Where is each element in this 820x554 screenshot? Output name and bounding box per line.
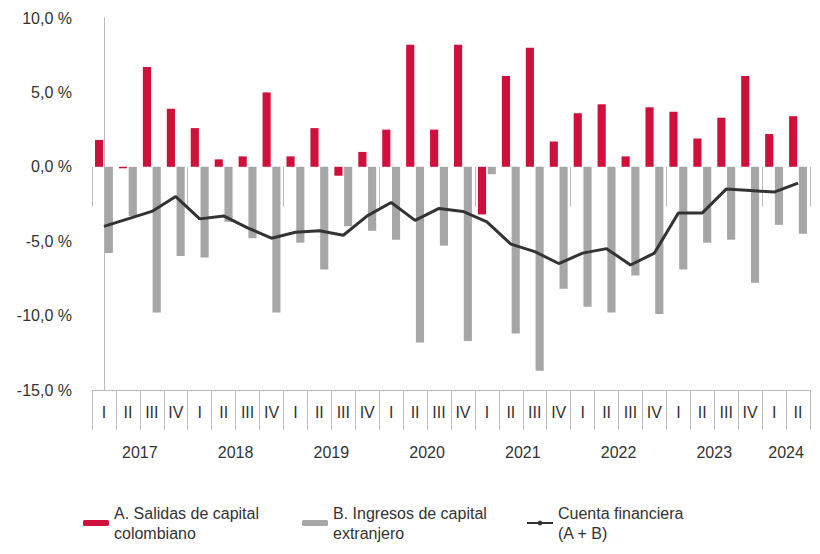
svg-text:I: I xyxy=(197,404,201,421)
svg-text:2019: 2019 xyxy=(314,444,350,461)
svg-text:2017: 2017 xyxy=(122,444,158,461)
svg-text:IV: IV xyxy=(168,404,183,421)
svg-text:IV: IV xyxy=(360,404,375,421)
svg-text:III: III xyxy=(720,404,733,421)
svg-text:2020: 2020 xyxy=(409,444,445,461)
svg-text:I: I xyxy=(293,404,297,421)
svg-text:IV: IV xyxy=(264,404,279,421)
svg-text:I: I xyxy=(485,404,489,421)
svg-text:5,0 %: 5,0 % xyxy=(31,84,72,101)
svg-text:2022: 2022 xyxy=(601,444,637,461)
svg-text:III: III xyxy=(145,404,158,421)
svg-text:0,0 %: 0,0 % xyxy=(31,158,72,175)
svg-text:II: II xyxy=(411,404,420,421)
svg-text:-10,0 %: -10,0 % xyxy=(17,307,72,324)
svg-text:2023: 2023 xyxy=(696,444,732,461)
svg-text:II: II xyxy=(506,404,515,421)
svg-text:I: I xyxy=(580,404,584,421)
svg-text:III: III xyxy=(241,404,254,421)
svg-text:A. Salidas de capital: A. Salidas de capital xyxy=(114,505,263,522)
svg-text:(A + B): (A + B) xyxy=(558,525,607,542)
svg-text:colombiano: colombiano xyxy=(114,525,196,542)
svg-text:IV: IV xyxy=(743,404,758,421)
svg-text:II: II xyxy=(219,404,228,421)
svg-text:I: I xyxy=(102,404,106,421)
svg-text:10,0 %: 10,0 % xyxy=(22,10,72,27)
svg-text:II: II xyxy=(602,404,611,421)
svg-text:-15,0 %: -15,0 % xyxy=(17,382,72,399)
svg-text:IV: IV xyxy=(647,404,662,421)
svg-text:II: II xyxy=(315,404,324,421)
svg-text:2024: 2024 xyxy=(768,444,804,461)
svg-text:2018: 2018 xyxy=(218,444,254,461)
svg-text:II: II xyxy=(123,404,132,421)
svg-text:Cuenta financiera: Cuenta financiera xyxy=(558,505,688,522)
svg-text:IV: IV xyxy=(455,404,470,421)
svg-text:II: II xyxy=(794,404,803,421)
svg-text:III: III xyxy=(337,404,350,421)
svg-text:II: II xyxy=(698,404,707,421)
svg-text:III: III xyxy=(432,404,445,421)
svg-text:extranjero: extranjero xyxy=(333,525,404,542)
svg-text:I: I xyxy=(389,404,393,421)
svg-text:III: III xyxy=(624,404,637,421)
svg-text:IV: IV xyxy=(551,404,566,421)
svg-text:B. Ingresos de capital: B. Ingresos de capital xyxy=(333,505,491,522)
svg-text:-5,0 %: -5,0 % xyxy=(26,233,72,250)
svg-text:I: I xyxy=(772,404,776,421)
svg-text:I: I xyxy=(676,404,680,421)
svg-text:2021: 2021 xyxy=(505,444,541,461)
svg-text:III: III xyxy=(528,404,541,421)
